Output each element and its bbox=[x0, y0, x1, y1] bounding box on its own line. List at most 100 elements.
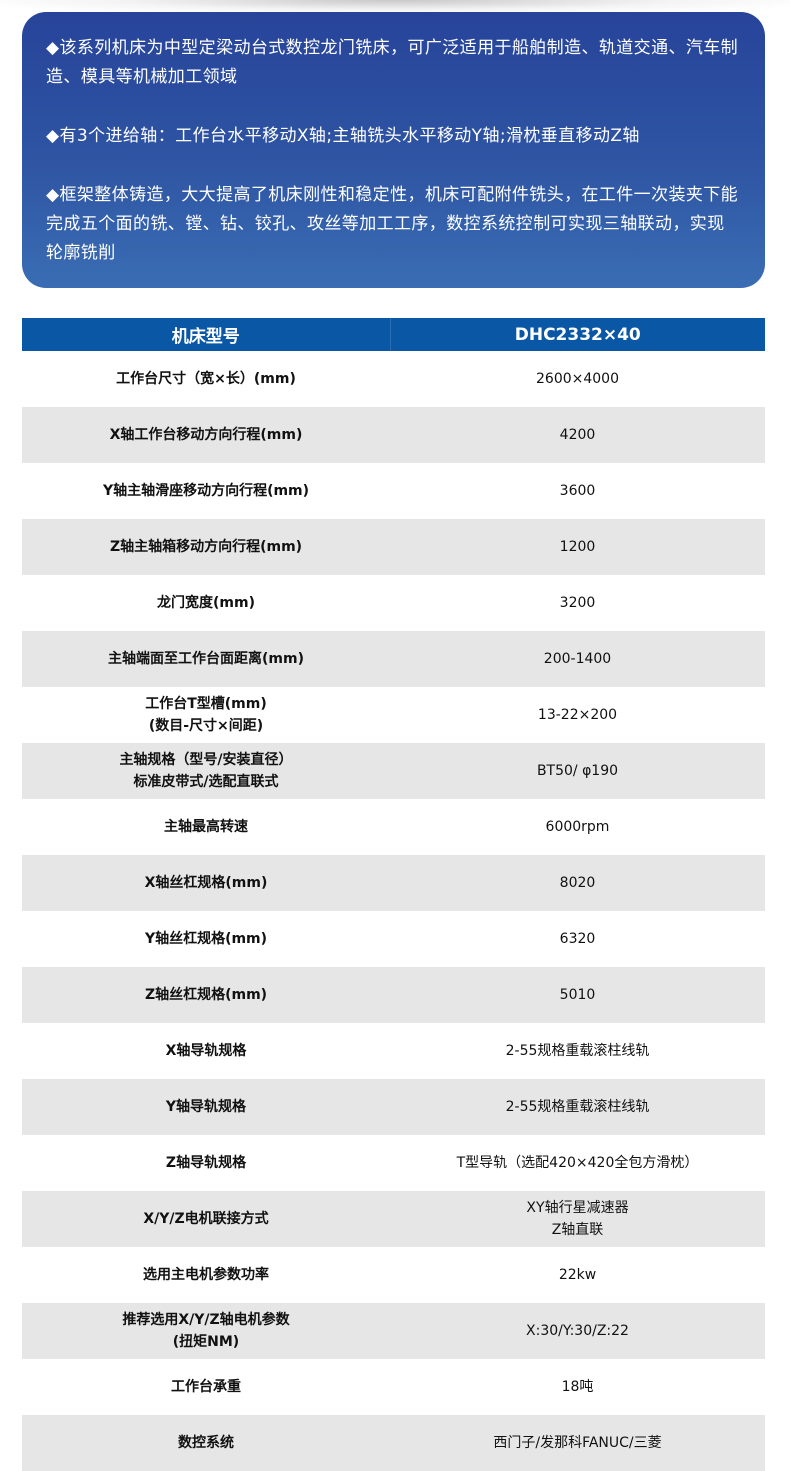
spec-value-line: 18吨 bbox=[561, 1379, 594, 1395]
table-row: 工作台尺寸（宽×长）(mm) 2600×4000 bbox=[22, 351, 765, 407]
spec-label-line: 推荐选用X/Y/Z轴电机参数 bbox=[122, 1312, 290, 1328]
spec-value-line: 13-22×200 bbox=[537, 707, 618, 723]
intro-paragraph: ◆该系列机床为中型定梁动台式数控龙门铣床，可广泛适用于船舶制造、轨道交通、汽车制… bbox=[46, 38, 739, 87]
spec-label-line: 工作台T型槽(mm) bbox=[145, 696, 267, 712]
spec-label-line: Z轴丝杠规格(mm) bbox=[144, 987, 268, 1003]
spec-value: 22kw bbox=[390, 1247, 765, 1303]
spec-label-line: X轴丝杠规格(mm) bbox=[144, 875, 268, 891]
spec-label: Z轴导轨规格 bbox=[22, 1135, 390, 1191]
spec-label-line: 龙门宽度(mm) bbox=[157, 595, 255, 611]
table-row: 龙门宽度(mm) 3200 bbox=[22, 575, 765, 631]
spec-value-line: 22kw bbox=[558, 1267, 597, 1283]
table-row: 工作台T型槽(mm) (数目-尺寸×间距) 13-22×200 bbox=[22, 687, 765, 743]
table-row: 数控系统 西门子/发那科FANUC/三菱 bbox=[22, 1415, 765, 1471]
table-row: Y轴丝杠规格(mm) 6320 bbox=[22, 911, 765, 967]
spec-label-line: X/Y/Z电机联接方式 bbox=[143, 1211, 269, 1227]
spec-value: 3600 bbox=[390, 463, 765, 519]
spec-label-line: (数目-尺寸×间距) bbox=[148, 718, 264, 734]
spec-value-line: BT50/ φ190 bbox=[536, 763, 619, 779]
spec-label: 龙门宽度(mm) bbox=[22, 575, 390, 631]
spec-label: 主轴规格（型号/安装直径） 标准皮带式/选配直联式 bbox=[22, 743, 390, 799]
table-row: X轴丝杠规格(mm) 8020 bbox=[22, 855, 765, 911]
spec-value-line: 6000rpm bbox=[545, 819, 610, 835]
table-row: X/Y/Z电机联接方式 XY轴行星减速器 Z轴直联 bbox=[22, 1191, 765, 1247]
top-shadow bbox=[0, 0, 790, 14]
table-row: 主轴最高转速 6000rpm bbox=[22, 799, 765, 855]
spec-label-line: X轴导轨规格 bbox=[165, 1043, 247, 1059]
table-row: Z轴丝杠规格(mm) 5010 bbox=[22, 967, 765, 1023]
table-row: 工作台承重 18吨 bbox=[22, 1359, 765, 1415]
spec-label-line: 工作台尺寸（宽×长）(mm) bbox=[116, 371, 296, 387]
spec-label: Z轴丝杠规格(mm) bbox=[22, 967, 390, 1023]
spec-value: 西门子/发那科FANUC/三菱 bbox=[390, 1415, 765, 1471]
spec-value: XY轴行星减速器 Z轴直联 bbox=[390, 1191, 765, 1247]
spec-value-line: Z轴直联 bbox=[551, 1222, 604, 1238]
spec-value: 3200 bbox=[390, 575, 765, 631]
spec-label-line: Y轴主轴滑座移动方向行程(mm) bbox=[102, 483, 310, 499]
table-row: 推荐选用X/Y/Z轴电机参数 (扭矩NM) X:30/Y:30/Z:22 bbox=[22, 1303, 765, 1359]
spec-label: Y轴主轴滑座移动方向行程(mm) bbox=[22, 463, 390, 519]
spec-label-line: 标准皮带式/选配直联式 bbox=[133, 774, 279, 790]
spec-label: 主轴端面至工作台面距离(mm) bbox=[22, 631, 390, 687]
spec-value: 1200 bbox=[390, 519, 765, 575]
spec-value: BT50/ φ190 bbox=[390, 743, 765, 799]
intro-card: ◆该系列机床为中型定梁动台式数控龙门铣床，可广泛适用于船舶制造、轨道交通、汽车制… bbox=[22, 12, 765, 288]
spec-label: 工作台尺寸（宽×长）(mm) bbox=[22, 351, 390, 407]
table-row: 主轴端面至工作台面距离(mm) 200-1400 bbox=[22, 631, 765, 687]
spec-label-line: 工作台承重 bbox=[171, 1379, 241, 1395]
spec-label-line: Z轴导轨规格 bbox=[165, 1155, 247, 1171]
intro-paragraph: ◆有3个进给轴：工作台水平移动X轴;主轴铣头水平移动Y轴;滑枕垂直移动Z轴 bbox=[46, 126, 640, 146]
spec-value-line: 3600 bbox=[559, 483, 596, 499]
header-model-label: 机床型号 bbox=[22, 318, 391, 351]
spec-value-line: 2-55规格重载滚柱线轨 bbox=[505, 1099, 650, 1115]
spec-value-line: 2600×4000 bbox=[536, 371, 619, 387]
spec-label: Y轴丝杠规格(mm) bbox=[22, 911, 390, 967]
spec-label-line: Y轴丝杠规格(mm) bbox=[144, 931, 268, 947]
spec-value-line: X:30/Y:30/Z:22 bbox=[526, 1323, 629, 1339]
spec-value-line: XY轴行星减速器 bbox=[526, 1200, 629, 1216]
spec-value-line: 2-55规格重载滚柱线轨 bbox=[505, 1043, 650, 1059]
spec-value: 6320 bbox=[390, 911, 765, 967]
spec-value-line: 1200 bbox=[559, 539, 596, 555]
spec-value-line: 6320 bbox=[559, 931, 596, 947]
table-row: 主轴规格（型号/安装直径） 标准皮带式/选配直联式 BT50/ φ190 bbox=[22, 743, 765, 799]
spec-value-line: 4200 bbox=[559, 427, 596, 443]
spec-label-line: Y轴导轨规格 bbox=[165, 1099, 247, 1115]
spec-value: 5010 bbox=[390, 967, 765, 1023]
table-row: Y轴主轴滑座移动方向行程(mm) 3600 bbox=[22, 463, 765, 519]
spec-label-line: X轴工作台移动方向行程(mm) bbox=[109, 427, 303, 443]
spec-value: 18吨 bbox=[390, 1359, 765, 1415]
spec-header-row: 机床型号 DHC2332×40 bbox=[22, 318, 765, 351]
spec-label-line: 主轴最高转速 bbox=[164, 819, 248, 835]
spec-value: X:30/Y:30/Z:22 bbox=[390, 1303, 765, 1359]
spec-value-line: 西门子/发那科FANUC/三菱 bbox=[493, 1435, 662, 1451]
spec-value: T型导轨（选配420×420全包方滑枕） bbox=[390, 1135, 765, 1191]
spec-table: 机床型号 DHC2332×40 工作台尺寸（宽×长）(mm) 2600×4000 X… bbox=[22, 318, 765, 1471]
spec-value-line: 200-1400 bbox=[543, 651, 612, 667]
spec-value-line: T型导轨（选配420×420全包方滑枕） bbox=[456, 1155, 699, 1171]
spec-label: X轴导轨规格 bbox=[22, 1023, 390, 1079]
spec-label-line: 数控系统 bbox=[178, 1435, 234, 1451]
table-row: Z轴主轴箱移动方向行程(mm) 1200 bbox=[22, 519, 765, 575]
spec-label-line: Z轴主轴箱移动方向行程(mm) bbox=[109, 539, 303, 555]
spec-value: 13-22×200 bbox=[390, 687, 765, 743]
spec-label: 工作台承重 bbox=[22, 1359, 390, 1415]
spec-value-line: 8020 bbox=[559, 875, 596, 891]
spec-label-line: 主轴规格（型号/安装直径） bbox=[119, 752, 293, 768]
spec-value-line: 3200 bbox=[559, 595, 596, 611]
table-row: Z轴导轨规格 T型导轨（选配420×420全包方滑枕） bbox=[22, 1135, 765, 1191]
table-row: 选用主电机参数功率 22kw bbox=[22, 1247, 765, 1303]
spec-label-line: 主轴端面至工作台面距离(mm) bbox=[108, 651, 304, 667]
table-row: X轴导轨规格 2-55规格重载滚柱线轨 bbox=[22, 1023, 765, 1079]
spec-label: Y轴导轨规格 bbox=[22, 1079, 390, 1135]
spec-value: 200-1400 bbox=[390, 631, 765, 687]
spec-label: 数控系统 bbox=[22, 1415, 390, 1471]
spec-label: X轴工作台移动方向行程(mm) bbox=[22, 407, 390, 463]
header-model-value: DHC2332×40 bbox=[390, 318, 765, 351]
spec-label: X/Y/Z电机联接方式 bbox=[22, 1191, 390, 1247]
intro-paragraph: ◆框架整体铸造，大大提高了机床刚性和稳定性，机床可配附件铣头，在工件一次装夹下能… bbox=[46, 185, 739, 263]
spec-label: 主轴最高转速 bbox=[22, 799, 390, 855]
spec-value-line: 5010 bbox=[559, 987, 596, 1003]
spec-label: 工作台T型槽(mm) (数目-尺寸×间距) bbox=[22, 687, 390, 743]
spec-value: 8020 bbox=[390, 855, 765, 911]
